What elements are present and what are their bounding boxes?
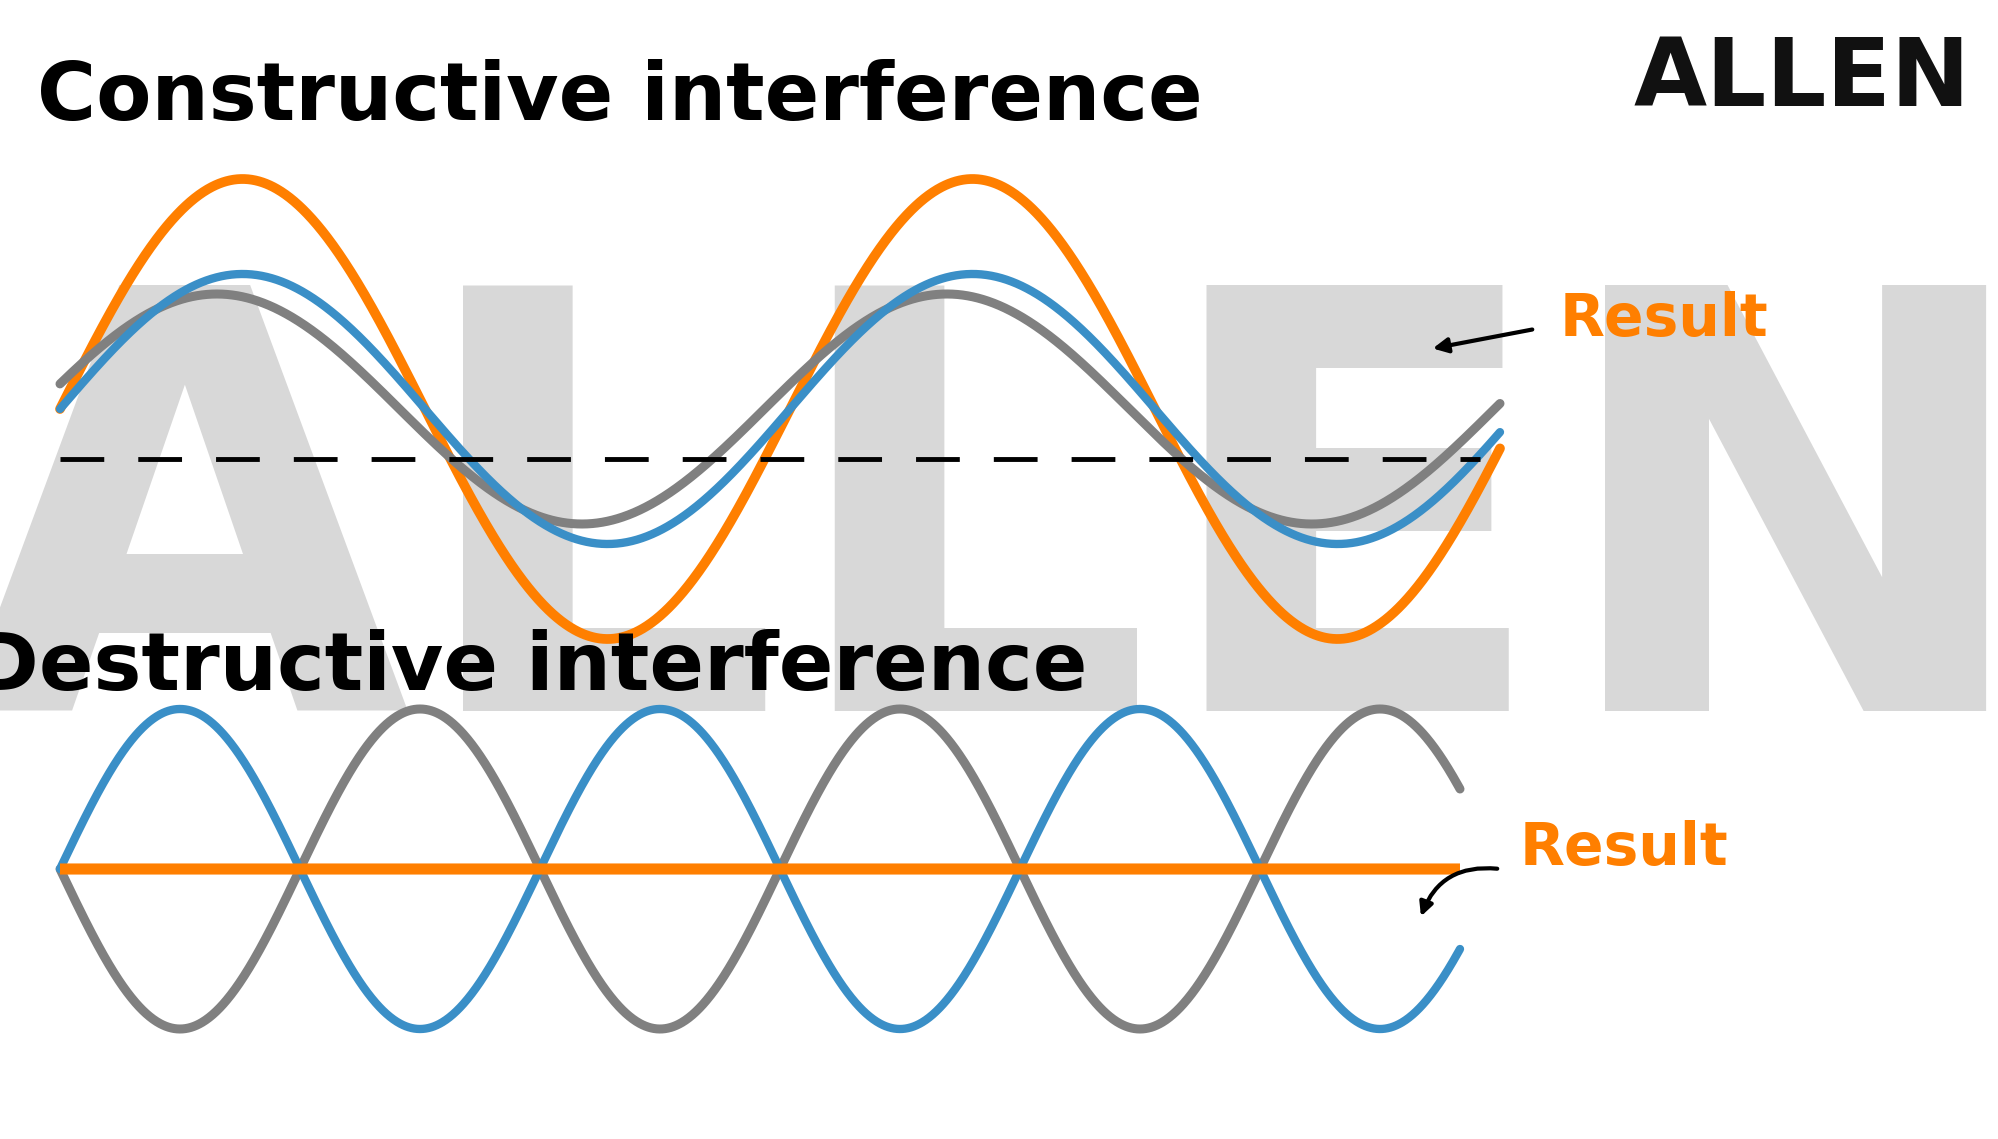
Text: ALLEN: ALLEN <box>0 267 1998 831</box>
Text: Destructive interference: Destructive interference <box>0 629 1087 707</box>
Text: ALLEN: ALLEN <box>1632 34 1968 126</box>
Text: Result: Result <box>1558 290 1768 347</box>
Text: Constructive interference: Constructive interference <box>38 59 1203 137</box>
Text: Result: Result <box>1518 820 1728 877</box>
